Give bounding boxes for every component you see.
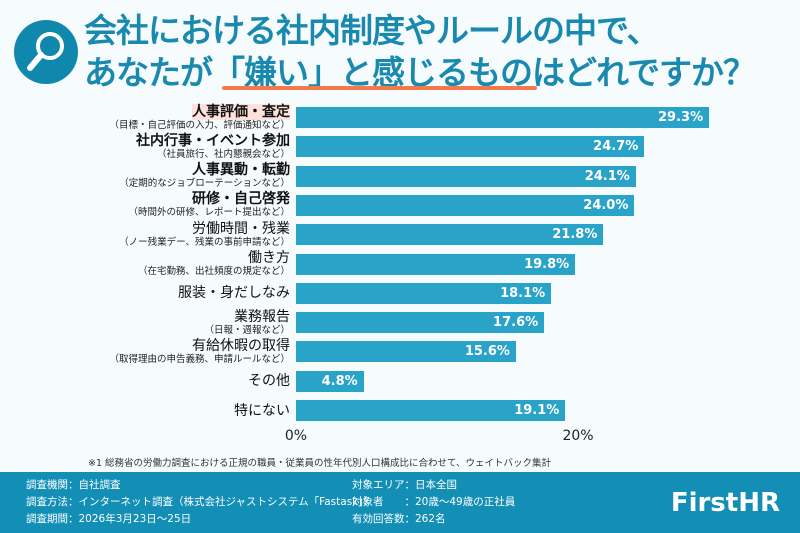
bar bbox=[296, 400, 566, 421]
value-label: 17.6% bbox=[493, 315, 539, 331]
category-label: 研修・自己啓発 （時間外の研修、レポート提出など） bbox=[128, 191, 290, 218]
category-label: 有給休暇の取得 （取得理由の申告義務、申請ルールなど） bbox=[109, 338, 290, 365]
category-label: 働き方 （在宅勤務、出社頻度の規定など） bbox=[138, 250, 290, 277]
category-name: 有給休暇の取得 bbox=[192, 337, 290, 354]
footnote: ※1 総務省の労働力調査における正規の職員・従業員の性年代別人口構成比に合わせて… bbox=[88, 458, 552, 469]
category-name: その他 bbox=[248, 373, 290, 390]
category-label: 労働時間・残業 （ノー残業デー、残業の事前申請など） bbox=[119, 221, 290, 248]
bar bbox=[296, 165, 636, 187]
value-label: 21.8% bbox=[552, 227, 598, 243]
category-label: 人事異動・転勤 （定期的なジョブローテーションなど） bbox=[119, 162, 290, 189]
bar bbox=[296, 370, 364, 392]
value-label: 4.8% bbox=[321, 373, 358, 389]
category-label: 業務報告 （日報・週報など） bbox=[204, 309, 290, 336]
category-detail: （ノー残業デー、残業の事前申請など） bbox=[119, 236, 290, 248]
title-line-2: あなたが「嫌い」と感じるものはどれですか？ bbox=[84, 53, 756, 92]
category-name: 労働時間・残業 bbox=[192, 220, 290, 237]
category-label: その他 bbox=[248, 373, 290, 389]
category-name: 人事評価・査定 bbox=[192, 103, 290, 120]
value-label: 29.3% bbox=[658, 110, 704, 125]
value-label: 24.7% bbox=[593, 139, 639, 155]
category-detail: （社員旅行、社内懇親会など） bbox=[156, 148, 290, 160]
firsthr-logo: FirstHR bbox=[670, 488, 780, 518]
survey-org: 調査機関：自社調査 bbox=[26, 479, 121, 491]
bar bbox=[296, 194, 635, 216]
value-label: 19.1% bbox=[514, 403, 560, 418]
category-name: 研修・自己啓発 bbox=[192, 191, 290, 208]
x-tick-20: 20% bbox=[562, 428, 594, 444]
category-detail: （在宅勤務、出社頻度の規定など） bbox=[137, 266, 290, 277]
value-label: 24.1% bbox=[584, 168, 630, 184]
survey-footer: 調査機関：自社調査 調査方法：インターネット調査（株式会社ジャストシステム「Fa… bbox=[0, 472, 800, 533]
bar bbox=[296, 107, 710, 128]
survey-period: 調査期間：2026年3月23日〜25日 bbox=[26, 513, 192, 525]
survey-area: 対象エリア：日本全国 bbox=[352, 479, 457, 491]
title-line-1: 会社における社内制度やルールの中で、 bbox=[84, 11, 660, 50]
category-label: 特にない bbox=[234, 403, 290, 419]
bar bbox=[296, 312, 545, 334]
category-name: 特にない bbox=[234, 402, 290, 419]
category-detail: （日報・週報など） bbox=[204, 324, 290, 336]
category-detail: （取得理由の申告義務、申請ルールなど） bbox=[109, 353, 290, 365]
bar bbox=[296, 136, 645, 158]
category-name: 働き方 bbox=[248, 250, 290, 266]
title-underline bbox=[222, 86, 537, 90]
category-label: 人事評価・査定 （目標・自己評価の入力、評価通知など） bbox=[109, 103, 290, 131]
bar bbox=[296, 341, 516, 363]
value-label: 24.0% bbox=[583, 197, 629, 213]
category-label: 服装・身だしなみ bbox=[178, 285, 290, 301]
category-name: 業務報告 bbox=[234, 308, 290, 325]
value-label: 15.6% bbox=[464, 344, 510, 360]
magnifier-icon bbox=[14, 20, 78, 84]
survey-method: 調査方法：インターネット調査（株式会社ジャストシステム「Fastask」） bbox=[26, 496, 374, 508]
value-label: 18.1% bbox=[500, 285, 546, 301]
value-label: 19.8% bbox=[524, 256, 570, 272]
category-name: 社内行事・イベント参加 bbox=[136, 132, 290, 149]
category-name: 服装・身だしなみ bbox=[178, 285, 290, 302]
category-detail: （時間外の研修、レポート提出など） bbox=[128, 207, 290, 219]
bar bbox=[296, 224, 604, 246]
x-tick-0: 0% bbox=[284, 428, 308, 444]
bar bbox=[296, 282, 552, 304]
category-detail: （目標・自己評価の入力、評価通知など） bbox=[109, 119, 290, 131]
category-detail: （定期的なジョブローテーションなど） bbox=[119, 178, 290, 190]
category-label: 社内行事・イベント参加 （社員旅行、社内懇親会など） bbox=[136, 133, 290, 160]
survey-target: 対象者 ：20歳〜49歳の正社員 bbox=[352, 496, 516, 508]
bar bbox=[296, 253, 576, 275]
survey-responses: 有効回答数：262名 bbox=[352, 513, 446, 525]
category-name: 人事異動・転勤 bbox=[192, 162, 290, 179]
